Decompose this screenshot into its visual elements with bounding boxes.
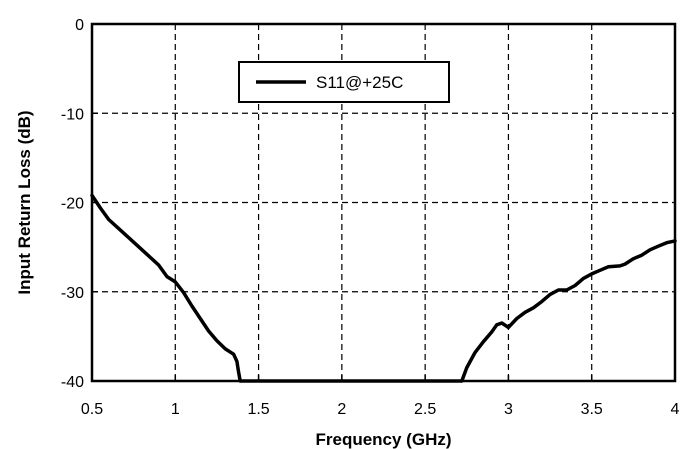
series-line-s11-segment-0 — [90, 193, 242, 383]
y-tick-label-2: -20 — [61, 196, 84, 213]
x-tick-label-5: 3 — [504, 401, 513, 418]
legend-label-s11: S11@+25C — [316, 73, 403, 92]
x-tick-label-3: 2 — [337, 401, 346, 418]
series-line-s11-segment-1 — [460, 239, 677, 383]
grid-lines — [92, 24, 675, 381]
x-axis-label: Frequency (GHz) — [315, 430, 451, 449]
y-tick-label-3: -30 — [61, 285, 84, 302]
x-tick-label-7: 4 — [671, 401, 680, 418]
x-tick-label-1: 1 — [171, 401, 180, 418]
y-axis-ticks: 0 -10 -20 -30 -40 — [61, 17, 98, 391]
y-axis-label: Input Return Loss (dB) — [15, 110, 34, 294]
y-tick-label-1: -10 — [61, 106, 84, 123]
y-tick-label-4: -40 — [61, 374, 84, 391]
data-series — [90, 193, 677, 383]
x-tick-label-2: 1.5 — [247, 401, 269, 418]
y-tick-label-0: 0 — [75, 17, 84, 34]
x-axis-ticks: 0.5 1 1.5 2 2.5 3 3.5 4 — [81, 375, 680, 418]
x-tick-label-0: 0.5 — [81, 401, 103, 418]
x-tick-label-4: 2.5 — [414, 401, 436, 418]
x-tick-label-6: 3.5 — [581, 401, 603, 418]
legend: S11@+25C — [238, 61, 450, 103]
